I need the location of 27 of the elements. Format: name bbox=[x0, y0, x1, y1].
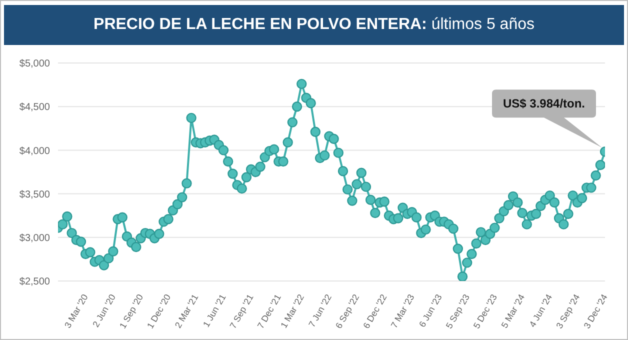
x-tick-label: 4 Jun '24 bbox=[527, 292, 554, 329]
x-tick-label: 6 Jun '23 bbox=[417, 292, 444, 329]
x-tick-label: 1 Sep '20 bbox=[118, 292, 146, 330]
x-tick-label: 7 Dec '21 bbox=[255, 292, 283, 330]
y-tick-label: $2,500 bbox=[19, 276, 50, 288]
x-tick-label: 5 Dec '23 bbox=[471, 292, 500, 330]
x-tick-label: 2 Mar '21 bbox=[172, 292, 200, 330]
x-tick-label: 3 Sep '24 bbox=[554, 292, 582, 330]
y-tick-label: $3,000 bbox=[19, 232, 50, 244]
y-tick-label: $3,500 bbox=[19, 189, 50, 200]
x-tick-label: 6 Dec '22 bbox=[361, 292, 389, 330]
y-tick-label: $5,000 bbox=[19, 58, 50, 70]
x-tick-label: 7 Jun '22 bbox=[306, 292, 334, 329]
x-tick-label: 5 Sep '23 bbox=[444, 292, 472, 330]
x-tick-label: 6 Sep '22 bbox=[334, 292, 362, 330]
x-tick-label: 2 Jun '20 bbox=[90, 292, 118, 329]
x-tick-label: 1 Jun '21 bbox=[201, 292, 228, 329]
y-tick-label: $4,000 bbox=[19, 146, 50, 157]
chart-title: PRECIO DE LA LECHE EN POLVO ENTERA: últimos 5 años bbox=[94, 16, 534, 34]
x-tick-label: 5 Mar '24 bbox=[499, 292, 527, 330]
x-tick-label: 7 Mar '23 bbox=[388, 292, 416, 330]
x-tick-label: 1 Dec '20 bbox=[145, 292, 173, 330]
x-tick-label: 3 Dec '24 bbox=[582, 292, 610, 330]
x-tick-label: 3 Mar '20 bbox=[62, 292, 90, 330]
annotation: US$ 3.984/ton. bbox=[502, 96, 586, 111]
y-tick-label: $4,500 bbox=[19, 102, 50, 114]
x-tick-label: 7 Sep '21 bbox=[228, 292, 256, 330]
